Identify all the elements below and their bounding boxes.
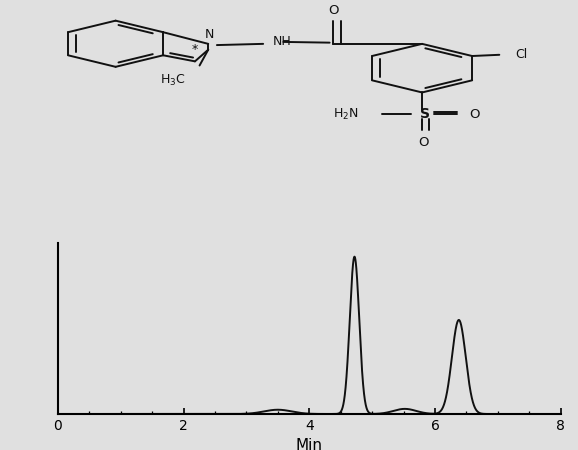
Text: S: S [420,108,430,122]
Text: N: N [205,28,214,41]
Text: H$_2$N: H$_2$N [333,107,358,122]
Text: H$_3$C: H$_3$C [160,73,185,88]
Text: O: O [328,4,339,17]
Text: O: O [469,108,480,121]
Text: *: * [191,43,198,56]
Text: NH: NH [273,36,292,49]
X-axis label: Min: Min [296,438,323,450]
Text: O: O [418,136,428,149]
Text: Cl: Cl [515,48,527,61]
